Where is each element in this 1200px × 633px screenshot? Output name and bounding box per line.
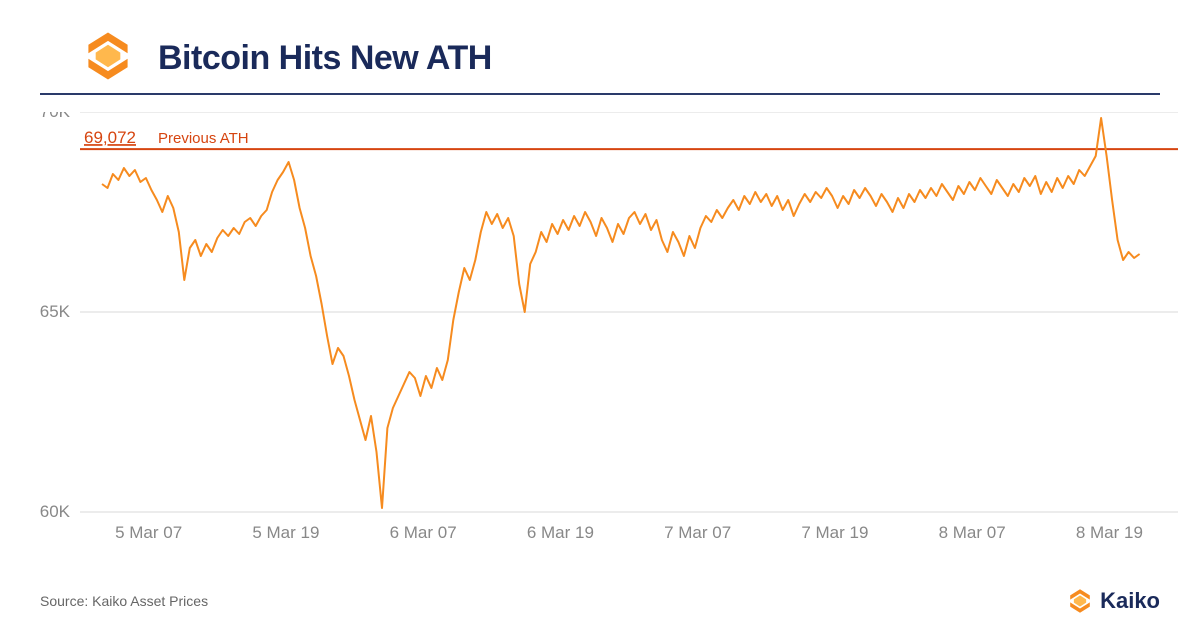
svg-text:7 Mar 07: 7 Mar 07 bbox=[664, 523, 731, 542]
svg-text:7 Mar 19: 7 Mar 19 bbox=[801, 523, 868, 542]
svg-text:Previous ATH: Previous ATH bbox=[158, 130, 249, 147]
svg-text:65K: 65K bbox=[40, 302, 71, 321]
svg-text:5 Mar 19: 5 Mar 19 bbox=[252, 523, 319, 542]
kaiko-brand-icon bbox=[1066, 587, 1094, 615]
svg-text:8 Mar 19: 8 Mar 19 bbox=[1076, 523, 1143, 542]
chart-footer: Source: Kaiko Asset Prices Kaiko bbox=[40, 587, 1160, 615]
svg-text:70K: 70K bbox=[40, 112, 71, 121]
kaiko-logo-icon bbox=[80, 28, 136, 89]
svg-text:5 Mar 07: 5 Mar 07 bbox=[115, 523, 182, 542]
svg-text:6 Mar 19: 6 Mar 19 bbox=[527, 523, 594, 542]
svg-text:8 Mar 07: 8 Mar 07 bbox=[939, 523, 1006, 542]
brand-name: Kaiko bbox=[1100, 588, 1160, 614]
brand-mark: Kaiko bbox=[1066, 587, 1160, 615]
price-chart: 60K 65K 70K 69,072 Previous ATH 5 Mar 07 5 Mar… bbox=[22, 112, 1178, 552]
chart-header: Bitcoin Hits New ATH bbox=[40, 0, 1160, 95]
source-attribution: Source: Kaiko Asset Prices bbox=[40, 593, 208, 609]
svg-text:69,072: 69,072 bbox=[84, 128, 136, 147]
svg-text:60K: 60K bbox=[40, 502, 71, 521]
svg-text:6 Mar 07: 6 Mar 07 bbox=[390, 523, 457, 542]
chart-title: Bitcoin Hits New ATH bbox=[158, 39, 492, 78]
